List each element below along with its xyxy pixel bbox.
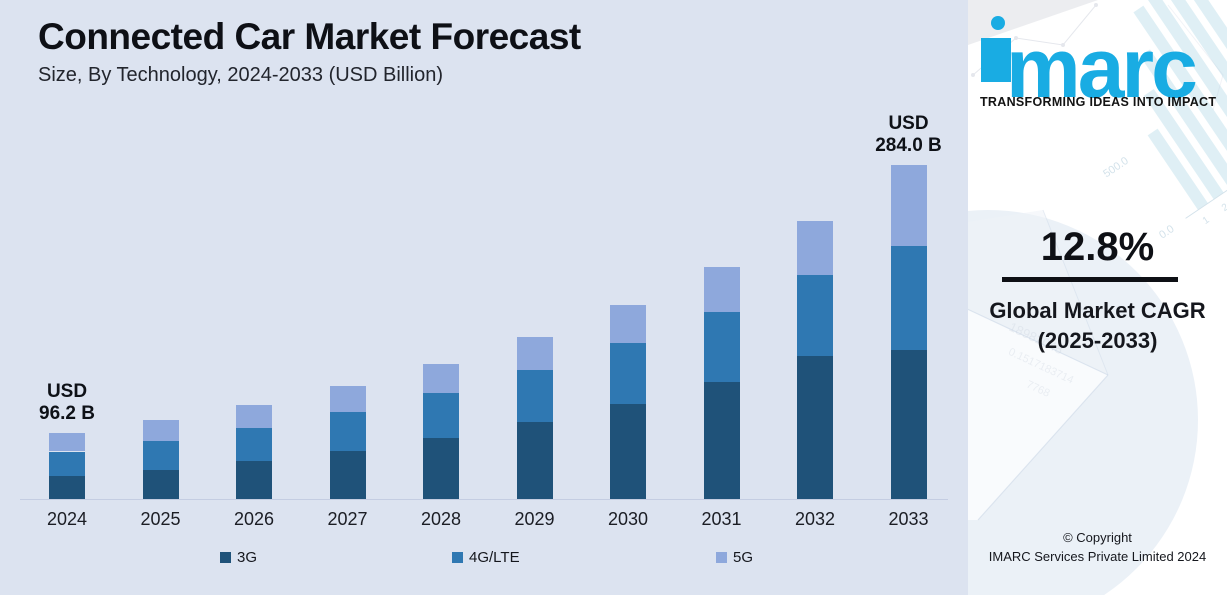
svg-text:2: 2 [1220,202,1227,214]
svg-text:500.0: 500.0 [1101,155,1131,180]
